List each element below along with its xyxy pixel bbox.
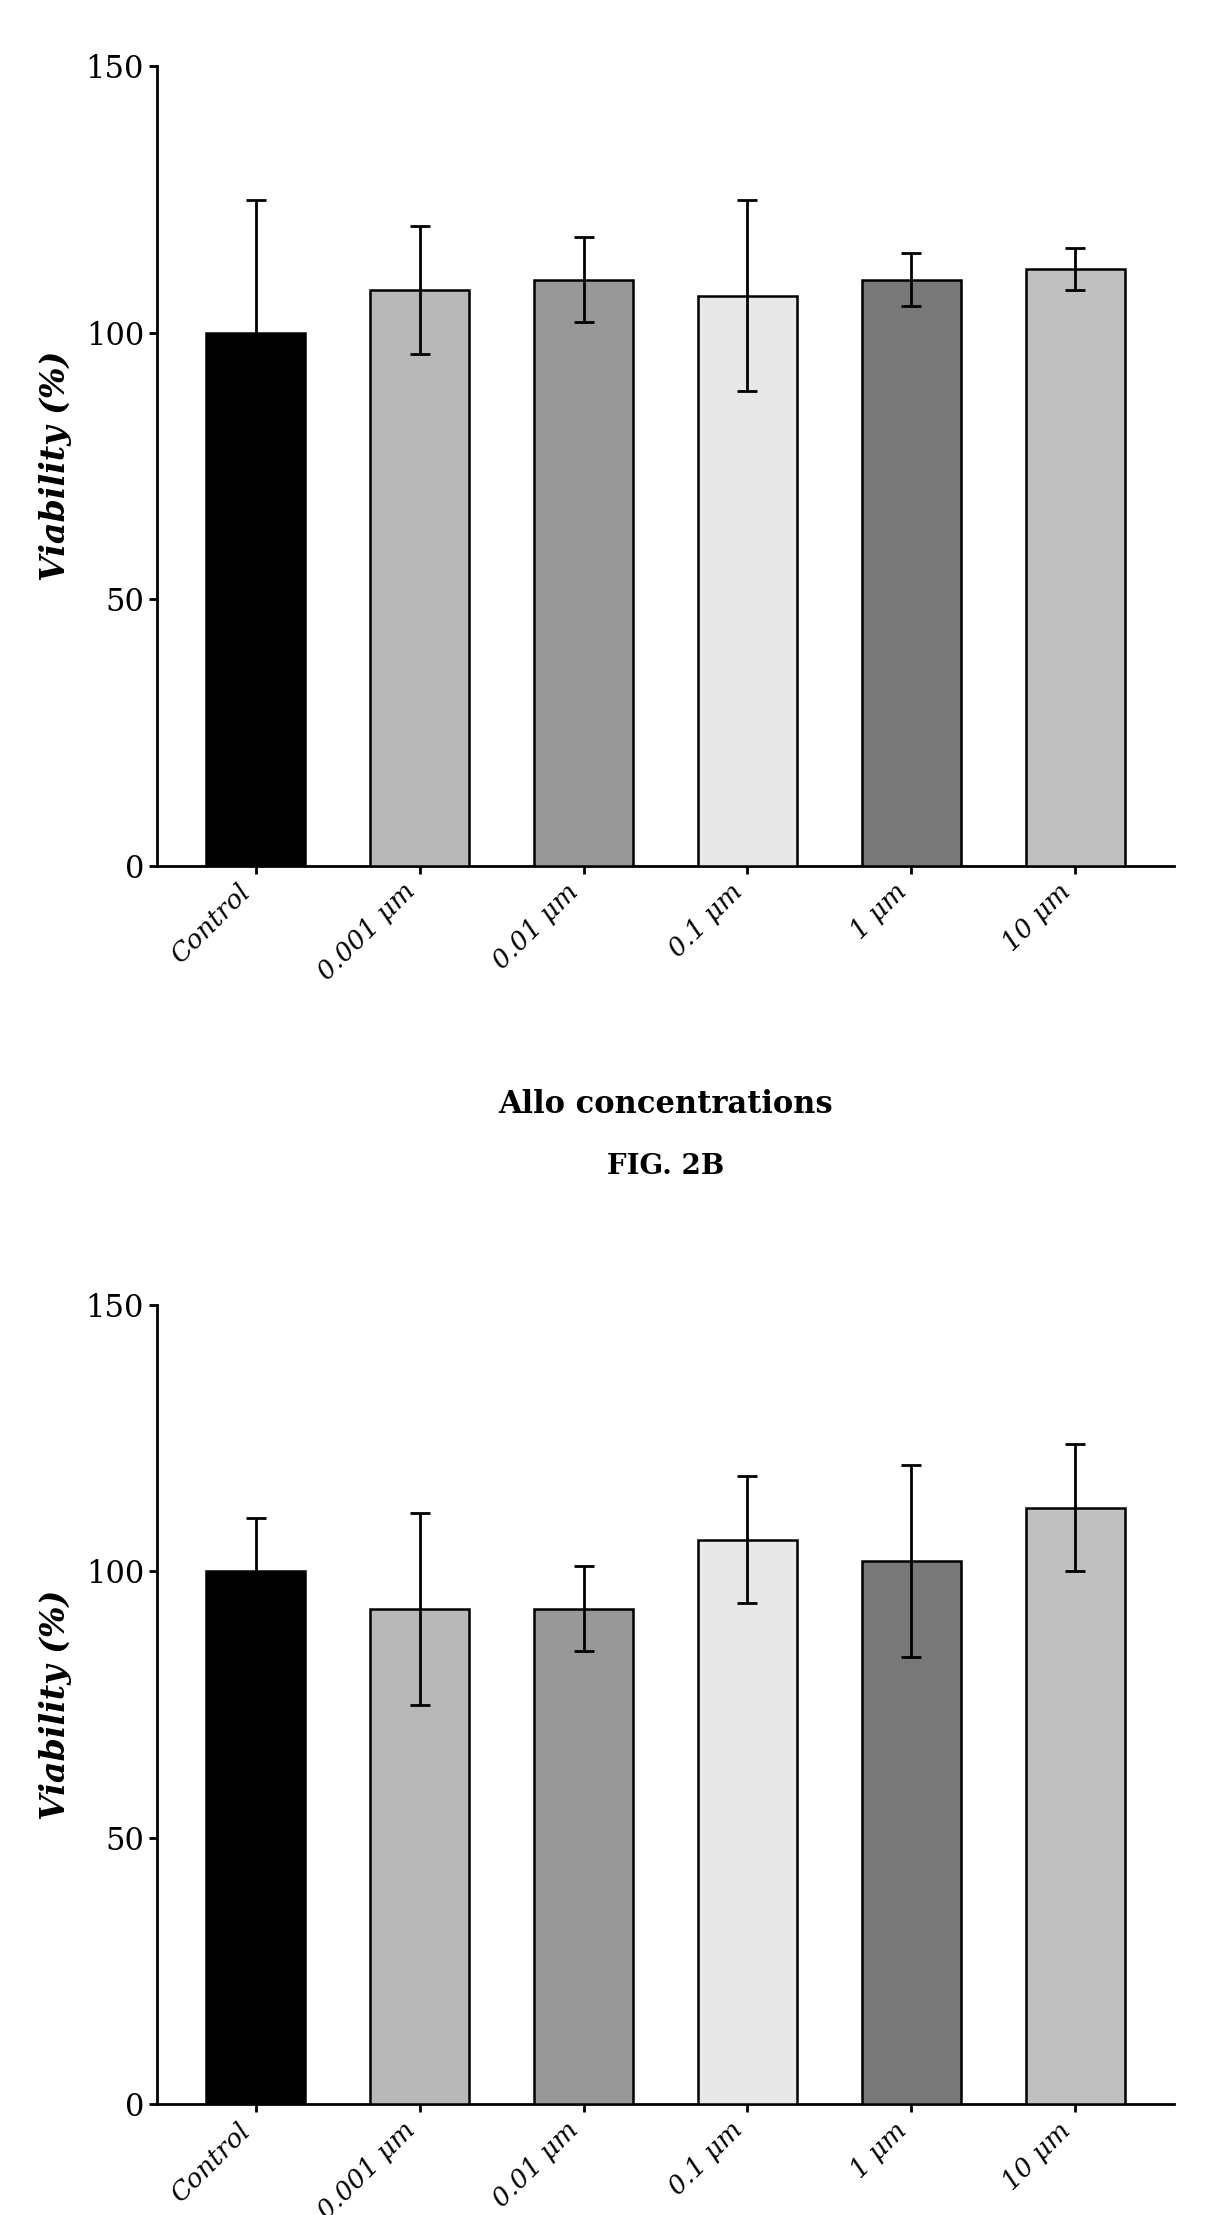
Bar (535, 279, 633, 866)
Bar (863, 1562, 961, 2104)
Bar (535, 1608, 633, 2104)
Bar (207, 332, 305, 866)
Bar (1026, 1508, 1124, 2104)
Text: FIG. 2B: FIG. 2B (607, 1154, 724, 1181)
Bar (863, 279, 961, 866)
Bar (1026, 268, 1124, 866)
Bar (698, 295, 796, 866)
Bar (370, 290, 468, 866)
Bar (698, 1539, 796, 2104)
Y-axis label: Viability (%): Viability (%) (39, 1590, 71, 1821)
Y-axis label: Viability (%): Viability (%) (39, 350, 71, 580)
Bar (207, 1570, 305, 2104)
Text: Allo concentrations: Allo concentrations (499, 1090, 832, 1121)
Bar (370, 1608, 468, 2104)
